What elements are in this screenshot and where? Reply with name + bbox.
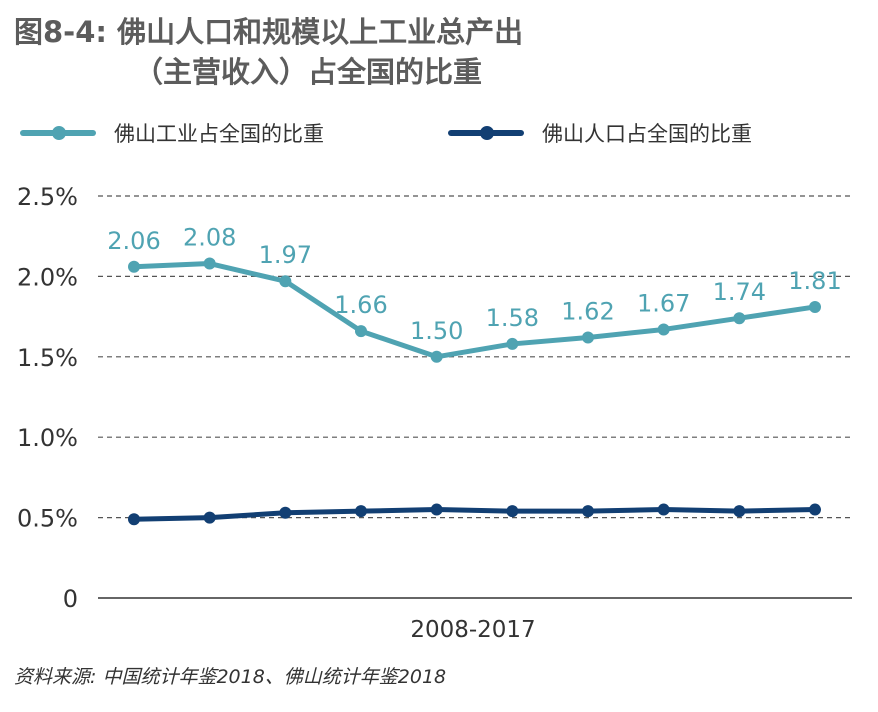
- data-label-industry: 1.67: [637, 289, 690, 317]
- data-point-population: [430, 503, 443, 516]
- chart-title: 图8-4: 佛山人口和规模以上工业总产出 （主营收入）占全国的比重: [14, 12, 523, 92]
- y-tick-label: 0: [63, 585, 78, 613]
- legend-swatch-population: [448, 126, 524, 140]
- legend-item-population: 佛山人口占全国的比重: [448, 116, 752, 150]
- data-point-population: [128, 513, 140, 526]
- data-point-population: [809, 503, 821, 516]
- y-tick-label: 2.5%: [17, 183, 78, 211]
- y-tick-label: 1.0%: [17, 424, 78, 452]
- data-point-industry: [430, 350, 443, 363]
- data-point-population: [279, 506, 292, 519]
- series-line-industry: [131, 261, 818, 360]
- data-label-industry: 2.08: [183, 224, 236, 252]
- data-point-industry: [279, 275, 292, 288]
- data-point-industry: [657, 323, 670, 336]
- data-label-industry: 1.97: [259, 241, 312, 269]
- data-point-industry: [809, 300, 821, 313]
- legend-label-industry: 佛山工业占全国的比重: [114, 122, 324, 146]
- data-label-industry: 1.62: [561, 298, 614, 326]
- data-point-industry: [582, 331, 594, 344]
- source-note: 资料来源: 中国统计年鉴2018、佛山统计年鉴2018: [14, 666, 447, 688]
- data-point-population: [733, 505, 746, 518]
- data-point-population: [203, 511, 216, 524]
- data-label-industry: 1.58: [486, 304, 539, 332]
- data-point-industry: [506, 337, 519, 350]
- data-label-industry: 1.74: [713, 278, 766, 306]
- x-axis-label: 2008-2017: [410, 617, 535, 643]
- data-point-population: [506, 505, 519, 518]
- data-point-industry: [203, 257, 216, 270]
- data-point-population: [355, 505, 367, 518]
- data-point-industry: [128, 260, 140, 273]
- data-label-industry: 2.06: [107, 227, 160, 255]
- series-line-population: [131, 507, 818, 522]
- data-label-industry: 1.81: [788, 267, 841, 295]
- y-tick-label: 0.5%: [17, 505, 78, 533]
- data-point-industry: [733, 312, 746, 325]
- legend-label-population: 佛山人口占全国的比重: [542, 122, 752, 146]
- data-point-industry: [355, 325, 367, 338]
- data-label-industry: 1.50: [410, 317, 463, 345]
- y-tick-label: 2.0%: [17, 263, 78, 291]
- chart-title-line-1: 图8-4: 佛山人口和规模以上工业总产出: [14, 15, 524, 49]
- y-tick-label: 1.5%: [17, 344, 78, 372]
- data-point-population: [582, 505, 594, 518]
- legend-item-industry: 佛山工业占全国的比重: [20, 116, 324, 150]
- data-label-industry: 1.66: [334, 291, 387, 319]
- chart-title-line-2: （主营收入）占全国的比重: [134, 55, 483, 89]
- legend-swatch-industry: [20, 126, 96, 140]
- data-point-population: [657, 503, 670, 516]
